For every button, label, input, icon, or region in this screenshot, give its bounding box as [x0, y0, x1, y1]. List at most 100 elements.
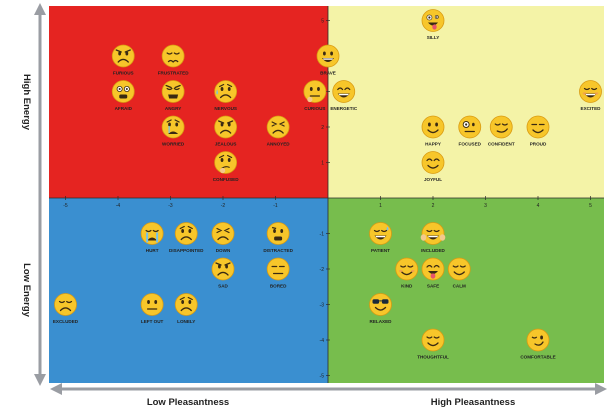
- emotion-nervous: NERVOUS: [214, 80, 238, 111]
- emotion-label: SILLY: [427, 35, 440, 40]
- emotion-label: FRUSTRATED: [158, 71, 189, 76]
- emotion-label: DISAPPOINTED: [169, 248, 204, 253]
- emotion-label: CURIOUS: [304, 106, 325, 111]
- emotion-thoughtful: THOUGHTFUL: [417, 328, 449, 360]
- emotion-furious: FURIOUS: [111, 44, 135, 76]
- emotion-label: JEALOUS: [215, 142, 237, 147]
- emotion-label: DOWN: [216, 248, 231, 253]
- emotion-down: DOWN: [211, 222, 235, 253]
- relaxed-face-icon: [369, 293, 392, 316]
- kind-face-icon: [395, 257, 419, 281]
- sad-face-icon: [211, 257, 235, 281]
- emotion-label: LEFT OUT: [141, 319, 164, 324]
- emotion-brave: BRAVE: [316, 44, 340, 76]
- comfortable-face-icon: [526, 328, 550, 352]
- x-tick-label: 2: [432, 203, 435, 209]
- emotion-label: KIND: [401, 284, 413, 289]
- x-tick-label: -3: [168, 203, 173, 209]
- quadrant-high-energy-low-pleasantness: [49, 6, 328, 198]
- emotion-label: ANNOYED: [267, 142, 291, 147]
- emotion-label: THOUGHTFUL: [417, 355, 449, 360]
- emotion-frustrated: FRUSTRATED: [158, 44, 189, 76]
- frustrated-face-icon: [161, 44, 185, 68]
- emotion-excited: EXCITED: [579, 80, 602, 111]
- safe-face-icon: [421, 257, 445, 281]
- x-tick-label: 5: [589, 203, 592, 209]
- emotion-sad: SAD: [211, 257, 235, 289]
- emotion-label: DISTRACTED: [263, 248, 293, 253]
- proud-face-icon: [526, 115, 550, 139]
- excited-face-icon: [579, 80, 602, 103]
- y-axis-label-high-energy: High Energy: [21, 74, 32, 131]
- emotion-label: CONFIDENT: [488, 142, 515, 147]
- emotion-label: EXCLUDED: [53, 319, 79, 324]
- y-tick-label: -4: [320, 338, 325, 344]
- emotion-relaxed: RELAXED: [369, 293, 393, 324]
- curious-face-icon: [303, 80, 327, 103]
- worried-face-icon: [161, 115, 185, 139]
- energetic-face-icon: [332, 80, 356, 103]
- hurt-face-icon: [140, 222, 164, 245]
- emotion-safe: SAFE: [421, 257, 445, 289]
- confused-face-icon: [214, 151, 238, 174]
- emotion-jealous: JEALOUS: [214, 115, 238, 147]
- emotion-comfortable: COMFORTABLE: [520, 328, 556, 360]
- emotion-focused: FOCUSED: [458, 115, 482, 147]
- emotion-happy: HAPPY: [421, 115, 445, 147]
- x-axis-label-low-pleasantness: Low Pleasantness: [147, 397, 229, 408]
- emotion-afraid: AFRAID: [111, 80, 135, 111]
- happy-face-icon: [421, 115, 445, 139]
- patient-face-icon: [369, 222, 392, 245]
- emotion-angry: ANGRY: [161, 80, 185, 111]
- x-axis-label-high-pleasantness: High Pleasantness: [431, 397, 515, 408]
- joyful-face-icon: [421, 151, 445, 174]
- emotion-bored: BORED: [266, 257, 290, 289]
- x-tick-label: -2: [221, 203, 226, 209]
- y-tick-label: -1: [320, 232, 325, 238]
- emotion-label: HAPPY: [425, 142, 441, 147]
- jealous-face-icon: [214, 115, 238, 139]
- emotion-included: INCLUDED: [420, 222, 446, 253]
- angry-face-icon: [161, 80, 185, 103]
- emotion-hurt: HURT: [140, 222, 164, 253]
- emotion-label: ANGRY: [165, 106, 181, 111]
- emotion-worried: WORRIED: [161, 115, 185, 147]
- emotion-confident: CONFIDENT: [488, 115, 515, 147]
- afraid-face-icon: [111, 80, 135, 103]
- emotion-label: COMFORTABLE: [520, 355, 555, 360]
- emotion-label: EXCITED: [581, 106, 602, 111]
- emotion-markers: FURIOUS FRUSTRATED AFRAID ANGRY NERVOUS WORRI…: [53, 9, 602, 360]
- emotion-curious: CURIOUS: [303, 80, 327, 111]
- annoyed-face-icon: [266, 115, 290, 139]
- y-tick-label: 5: [321, 19, 324, 25]
- y-tick-label: -5: [320, 374, 325, 380]
- y-tick-label: -2: [320, 267, 325, 273]
- emotion-label: ENERGETIC: [330, 106, 357, 111]
- distracted-face-icon: [266, 222, 290, 245]
- emotion-disappointed: DISAPPOINTED: [169, 222, 204, 253]
- emotion-label: CONFUSED: [213, 177, 239, 182]
- axis-tick-marks: [65, 20, 591, 376]
- y-tick-label: 1: [321, 161, 324, 167]
- x-tick-label: -5: [63, 203, 68, 209]
- emotion-confused: CONFUSED: [213, 151, 239, 182]
- down-face-icon: [211, 222, 235, 245]
- included-face-icon: [420, 222, 446, 245]
- emotion-label: RELAXED: [370, 319, 393, 324]
- excluded-face-icon: [54, 293, 77, 316]
- focused-face-icon: [458, 115, 482, 139]
- emotion-kind: KIND: [395, 257, 419, 289]
- x-tick-label: 1: [379, 203, 382, 209]
- quadrant-high-energy-high-pleasantness: [328, 6, 604, 198]
- nervous-face-icon: [214, 80, 238, 103]
- x-tick-label: 4: [537, 203, 540, 209]
- disappointed-face-icon: [174, 222, 198, 245]
- emotion-label: SAD: [218, 284, 228, 289]
- y-tick-label: -3: [320, 303, 325, 309]
- emotion-label: PROUD: [530, 142, 547, 147]
- brave-face-icon: [316, 44, 340, 68]
- silly-face-icon: [421, 9, 445, 32]
- emotion-label: BRAVE: [320, 71, 336, 76]
- y-tick-label: 2: [321, 125, 324, 131]
